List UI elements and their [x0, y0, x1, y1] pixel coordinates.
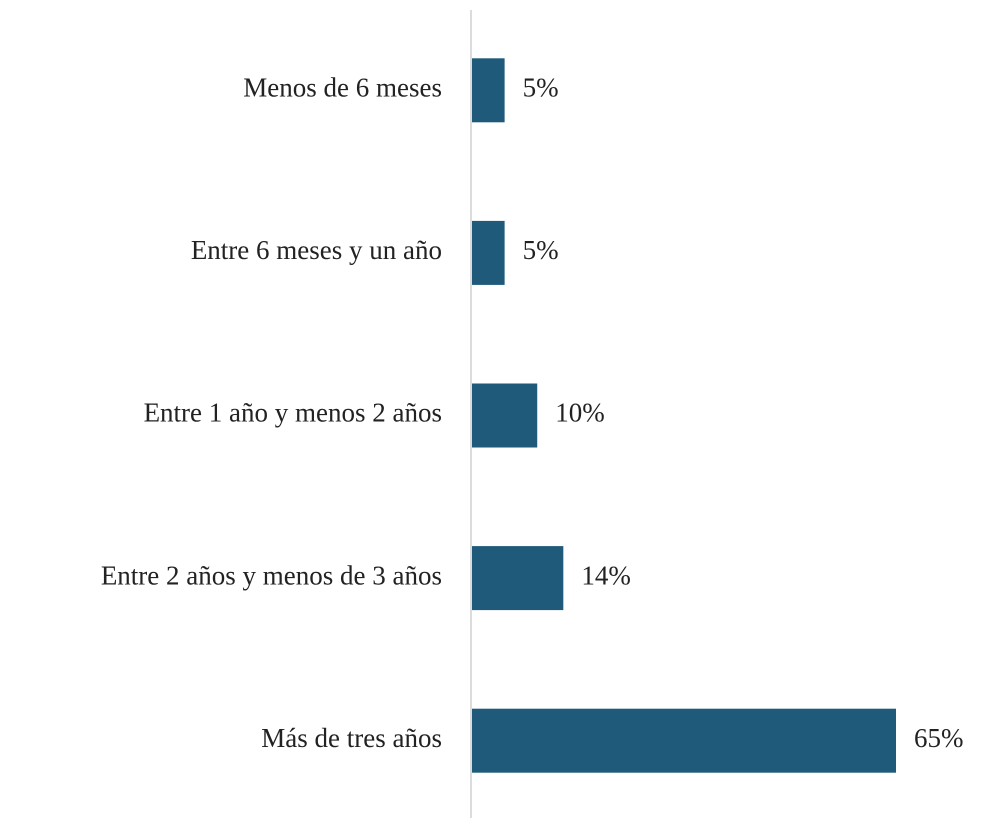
bar	[472, 546, 564, 611]
bar	[472, 708, 896, 773]
category-label: Entre 2 años y menos de 3 años	[101, 560, 442, 590]
value-label: 65%	[914, 723, 964, 753]
value-label: 5%	[523, 235, 559, 265]
category-label: Menos de 6 meses	[243, 73, 442, 103]
value-label: 5%	[523, 73, 559, 103]
bar	[472, 58, 505, 123]
bar	[472, 383, 538, 448]
bar	[472, 220, 505, 285]
category-label: Más de tres años	[261, 723, 442, 753]
value-label: 14%	[581, 560, 631, 590]
category-label: Entre 1 año y menos 2 años	[144, 398, 442, 428]
category-label: Entre 6 meses y un año	[191, 235, 442, 265]
value-label: 10%	[555, 398, 605, 428]
